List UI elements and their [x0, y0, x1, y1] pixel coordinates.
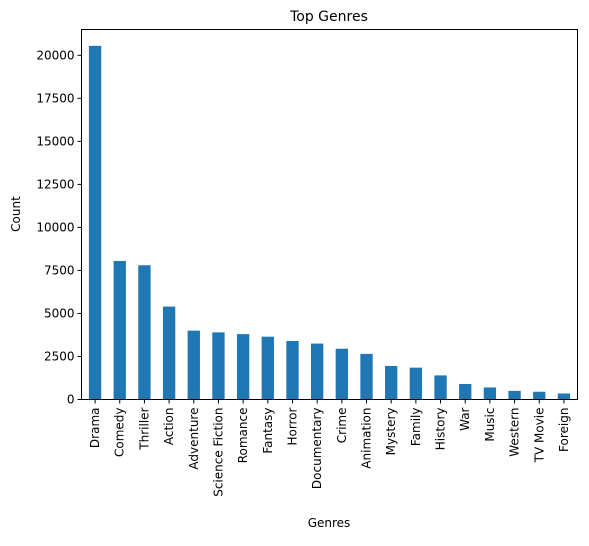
- bar-foreign: [557, 393, 571, 400]
- plot-frame: [81, 29, 578, 400]
- x-tick-label: TV Movie: [532, 408, 546, 464]
- bar-mystery: [385, 365, 398, 400]
- y-axis: 0 2500 5000 7500 10000 12500 15000 17500 20000: [36, 48, 82, 407]
- bar-music: [483, 387, 497, 400]
- x-tick-label: Foreign: [557, 408, 571, 452]
- x-axis: Drama Comedy Thriller Action Adventure Scienc…: [88, 399, 571, 497]
- x-tick-label: History: [434, 408, 448, 451]
- bar-history: [434, 375, 447, 400]
- y-tick-label: 5000: [44, 306, 75, 320]
- x-tick-label: Drama: [88, 408, 102, 449]
- x-tick-label: Comedy: [113, 408, 127, 458]
- bar-war: [459, 384, 472, 400]
- bar-thriller: [138, 265, 151, 400]
- x-tick-label: Horror: [285, 407, 299, 445]
- bar-fantasy: [261, 336, 274, 400]
- bar-science-fiction: [212, 332, 225, 400]
- y-axis-label: Count: [9, 196, 23, 232]
- bar-romance: [236, 334, 250, 400]
- x-tick-label: Western: [508, 408, 522, 457]
- x-tick-label: Documentary: [310, 408, 324, 490]
- y-tick-label: 17500: [36, 91, 74, 105]
- bar-documentary: [310, 343, 324, 400]
- x-tick-label: Family: [409, 408, 423, 447]
- bars: [88, 45, 571, 400]
- x-tick-label: Thriller: [137, 407, 151, 450]
- y-tick-label: 15000: [36, 134, 74, 148]
- x-tick-label: Science Fiction: [211, 408, 225, 497]
- x-tick-label: Adventure: [187, 408, 201, 470]
- bar-horror: [286, 340, 299, 400]
- x-tick-label: Music: [483, 408, 497, 442]
- x-tick-label: Romance: [236, 408, 250, 464]
- bar-adventure: [187, 330, 200, 400]
- bar-western: [508, 390, 521, 400]
- bar-drama: [88, 45, 102, 400]
- y-tick-label: 12500: [36, 177, 74, 191]
- x-tick-label: War: [458, 407, 472, 430]
- y-tick-label: 0: [67, 393, 75, 407]
- bar-crime: [335, 348, 349, 400]
- bar-family: [409, 367, 423, 400]
- bar-animation: [360, 353, 373, 400]
- y-tick-label: 7500: [44, 263, 75, 277]
- x-tick-label: Fantasy: [261, 408, 275, 454]
- y-tick-label: 10000: [36, 220, 74, 234]
- x-tick-label: Action: [162, 408, 176, 446]
- bar-action: [162, 306, 176, 400]
- bar-comedy: [113, 260, 126, 400]
- bar-tv-movie: [533, 391, 546, 400]
- x-tick-label: Mystery: [384, 408, 398, 456]
- y-tick-label: 20000: [36, 48, 74, 62]
- y-tick-label: 2500: [44, 349, 75, 363]
- x-tick-label: Animation: [360, 408, 374, 469]
- chart-title: Top Genres: [289, 9, 368, 25]
- x-axis-label: Genres: [308, 516, 351, 530]
- x-tick-label: Crime: [335, 408, 349, 444]
